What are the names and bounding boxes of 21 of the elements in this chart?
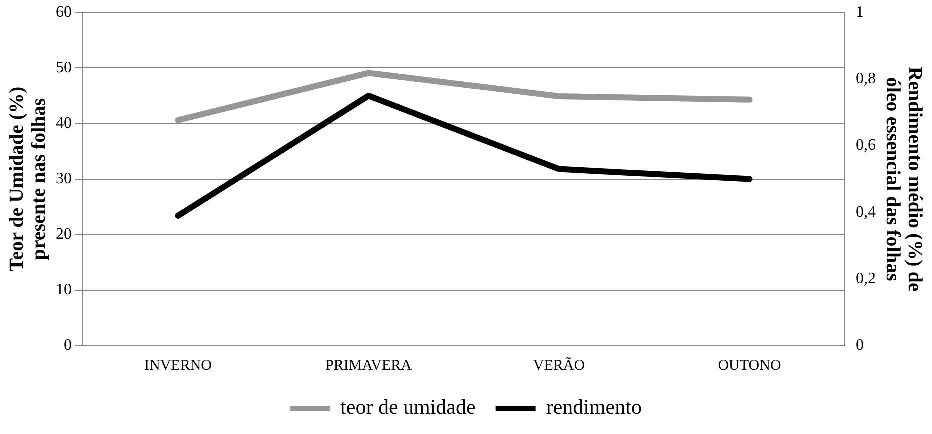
y2-tick-label: 0,6 <box>856 137 876 154</box>
y-tick-label: 10 <box>56 282 72 299</box>
y-tick-label: 30 <box>56 170 72 188</box>
legend-label: rendimento <box>546 395 642 420</box>
y-tick-label: 20 <box>56 226 72 244</box>
y-tick-label: 40 <box>56 114 72 132</box>
y2-axis-title: Rendimento médio (%) de óleo essencial das folhas <box>882 66 926 292</box>
y2-tick-label: 1 <box>856 4 864 21</box>
y-tick-label: 50 <box>56 59 72 76</box>
y-tick-label: 0 <box>64 337 72 354</box>
y2-tick-label: 0,4 <box>856 204 876 221</box>
legend-label: teor de umidade <box>340 395 476 420</box>
y2-tick-label: 0,2 <box>856 270 876 288</box>
y2-tick-label: 0 <box>856 337 864 354</box>
x-tick-label: INVERNO <box>144 358 212 374</box>
y-tick-label: 60 <box>56 4 72 21</box>
x-tick-label: VERÃO <box>533 356 586 374</box>
x-tick-label: PRIMAVERA <box>326 358 412 374</box>
y-axis-title: Teor de Umidade (%) presente nas folhas <box>6 86 50 272</box>
y2-tick-label: 0,8 <box>856 70 876 88</box>
x-tick-label: OUTONO <box>718 358 782 374</box>
